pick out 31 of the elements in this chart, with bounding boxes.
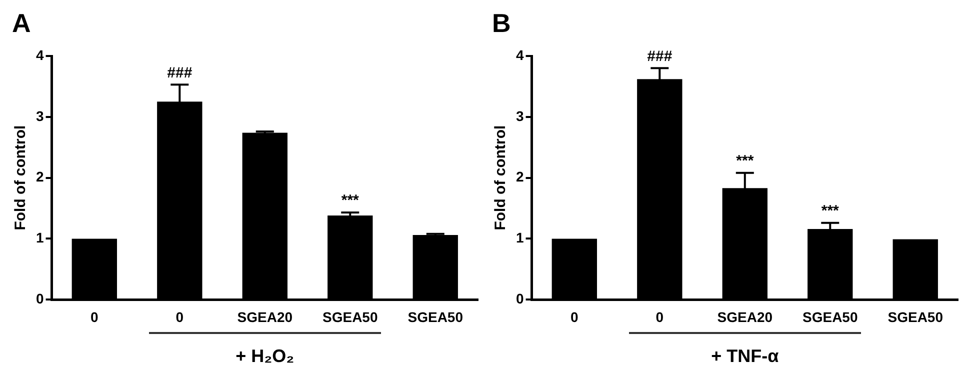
x-tick-label: 0 xyxy=(656,308,664,325)
x-tick-label: SGEA50 xyxy=(888,308,944,325)
y-tick-label: 2 xyxy=(516,168,524,185)
x-tick-label: 0 xyxy=(90,308,99,325)
y-tick-label: 2 xyxy=(36,168,44,185)
data-label: ### xyxy=(647,48,673,65)
data-label: *** xyxy=(736,152,754,170)
x-tick-label: SGEA50 xyxy=(322,308,378,325)
data-label: *** xyxy=(341,192,360,210)
x-tick-label: SGEA20 xyxy=(717,308,773,325)
x-tick-label: 0 xyxy=(570,308,579,325)
y-tick-label: 0 xyxy=(516,290,524,306)
chart-title: B xyxy=(491,8,512,38)
y-tick-label: 0 xyxy=(36,290,44,306)
y-tick-label: 3 xyxy=(516,108,524,124)
x-tick-label: SGEA50 xyxy=(802,308,858,325)
data-label: ### xyxy=(167,64,193,82)
y-axis-title: Fold of control xyxy=(12,125,30,230)
chart-title: A xyxy=(11,8,32,38)
y-tick-label: 1 xyxy=(516,230,524,246)
x-axis-title: + TNF-α xyxy=(711,346,779,366)
y-tick-label: 4 xyxy=(36,46,44,63)
x-tick-label: 0 xyxy=(176,308,184,325)
data-label: *** xyxy=(821,202,840,220)
y-tick-label: 3 xyxy=(36,108,44,124)
y-axis-title: Fold of control xyxy=(492,125,510,230)
x-axis-title: + H₂O₂ xyxy=(236,346,294,366)
x-tick-label: SGEA20 xyxy=(237,308,293,325)
y-tick-label: 4 xyxy=(516,46,524,63)
x-tick-label: SGEA50 xyxy=(408,308,464,325)
y-tick-label: 1 xyxy=(36,230,44,246)
